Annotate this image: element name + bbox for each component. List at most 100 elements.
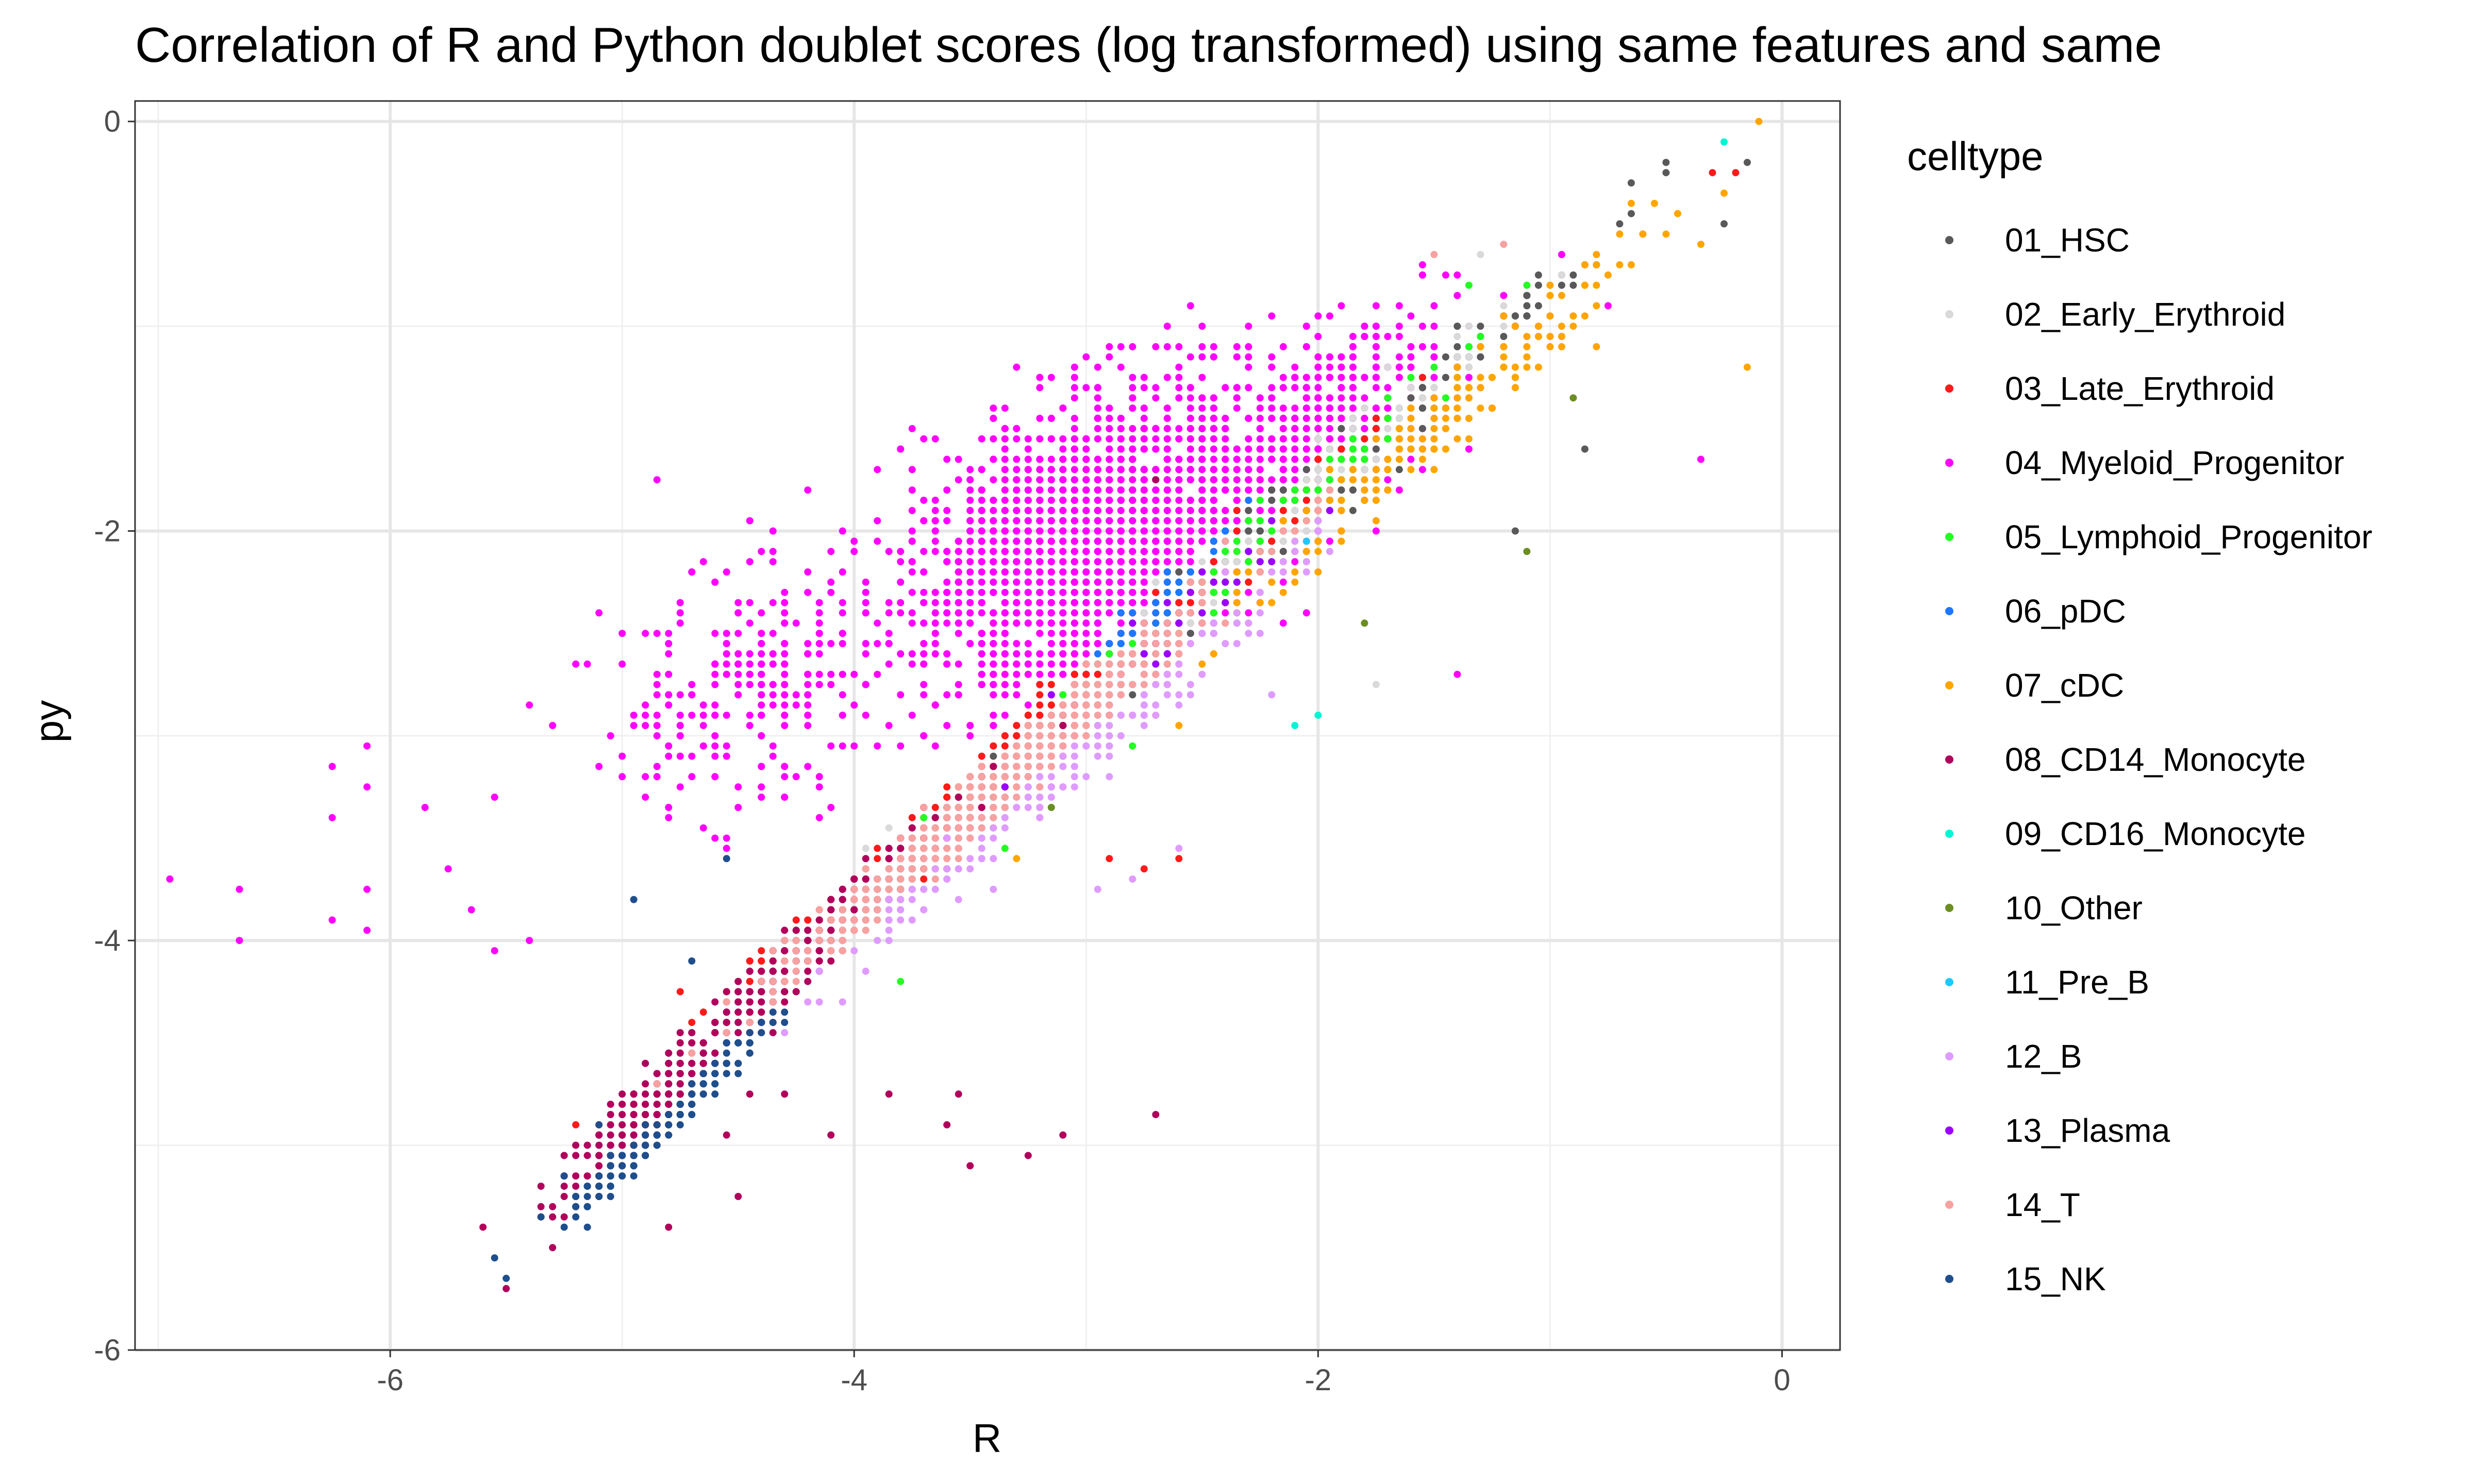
- data-point: [1175, 456, 1183, 463]
- data-point: [1326, 445, 1333, 453]
- data-point: [862, 650, 870, 657]
- data-point: [815, 916, 823, 924]
- data-point: [676, 722, 684, 729]
- data-point: [758, 947, 765, 955]
- data-point: [1593, 261, 1600, 268]
- data-point: [1186, 353, 1194, 361]
- data-point: [1013, 507, 1021, 514]
- data-point: [1662, 230, 1670, 238]
- data-point: [1604, 271, 1612, 279]
- data-point: [1094, 496, 1101, 504]
- data-point: [1430, 323, 1438, 330]
- data-point: [1523, 292, 1531, 299]
- data-point: [1361, 435, 1368, 443]
- data-point: [688, 1059, 696, 1067]
- data-point: [1106, 445, 1113, 453]
- data-point: [978, 660, 985, 668]
- data-point: [711, 1029, 719, 1037]
- data-point: [990, 456, 997, 463]
- data-point: [804, 691, 812, 699]
- data-point: [1071, 619, 1078, 627]
- data-point: [1395, 435, 1403, 443]
- data-point: [978, 527, 985, 535]
- data-point: [1013, 640, 1021, 647]
- data-point: [1163, 486, 1171, 494]
- data-point: [839, 670, 846, 678]
- data-point: [699, 1039, 707, 1047]
- data-point: [1268, 363, 1276, 371]
- data-point: [723, 670, 730, 678]
- data-point: [1036, 660, 1044, 668]
- data-point: [1291, 517, 1299, 525]
- data-point: [1279, 558, 1287, 566]
- data-point: [723, 1008, 730, 1016]
- data-point: [723, 640, 730, 647]
- data-point: [1140, 384, 1148, 392]
- data-point: [1106, 650, 1113, 657]
- data-point: [1210, 507, 1217, 514]
- data-point: [1152, 1111, 1160, 1118]
- data-point: [1024, 456, 1032, 463]
- data-point: [1163, 496, 1171, 504]
- data-point: [1094, 414, 1101, 422]
- data-point: [1233, 394, 1241, 402]
- data-point: [1186, 630, 1194, 637]
- data-point: [1477, 353, 1484, 361]
- data-point: [1291, 722, 1299, 729]
- data-point: [920, 691, 928, 699]
- data-point: [758, 650, 765, 657]
- data-point: [758, 681, 765, 688]
- data-point: [908, 588, 916, 596]
- data-point: [642, 1059, 649, 1067]
- data-point: [1036, 681, 1044, 688]
- data-point: [920, 496, 928, 504]
- data-point: [1152, 507, 1160, 514]
- data-point: [665, 1080, 673, 1088]
- data-point: [1523, 333, 1531, 340]
- data-point: [920, 681, 928, 688]
- data-point: [781, 609, 789, 617]
- data-point: [1581, 445, 1589, 453]
- data-point: [908, 466, 916, 474]
- data-point: [1071, 599, 1078, 606]
- data-point: [1302, 527, 1310, 535]
- data-point: [990, 660, 997, 668]
- data-point: [630, 712, 638, 719]
- data-point: [1152, 609, 1160, 617]
- data-point: [781, 660, 789, 668]
- data-point: [1291, 507, 1299, 514]
- data-point: [537, 1183, 545, 1190]
- data-point: [723, 650, 730, 657]
- data-point: [827, 804, 835, 811]
- data-point: [526, 937, 533, 945]
- data-point: [920, 517, 928, 525]
- data-point: [1256, 435, 1264, 443]
- data-point: [1245, 527, 1252, 535]
- data-point: [1071, 384, 1078, 392]
- data-point: [1001, 496, 1009, 504]
- data-point: [769, 650, 777, 657]
- data-point: [676, 1039, 684, 1047]
- data-point: [1302, 394, 1310, 402]
- data-point: [1175, 517, 1183, 525]
- data-point: [653, 732, 661, 739]
- data-point: [931, 496, 939, 504]
- data-point: [908, 650, 916, 657]
- data-point: [839, 609, 846, 617]
- data-point: [931, 599, 939, 606]
- data-point: [1279, 343, 1287, 350]
- data-point: [781, 967, 789, 975]
- data-point: [1001, 619, 1009, 627]
- data-point: [1372, 445, 1380, 453]
- data-point: [1094, 363, 1101, 371]
- data-point: [236, 937, 243, 945]
- data-point: [1036, 517, 1044, 525]
- data-point: [850, 701, 858, 709]
- data-point: [1013, 486, 1021, 494]
- data-point: [491, 947, 498, 955]
- data-point: [1418, 425, 1426, 432]
- data-point: [1395, 353, 1403, 361]
- data-point: [1024, 496, 1032, 504]
- data-point: [1082, 353, 1090, 361]
- data-point: [1395, 404, 1403, 412]
